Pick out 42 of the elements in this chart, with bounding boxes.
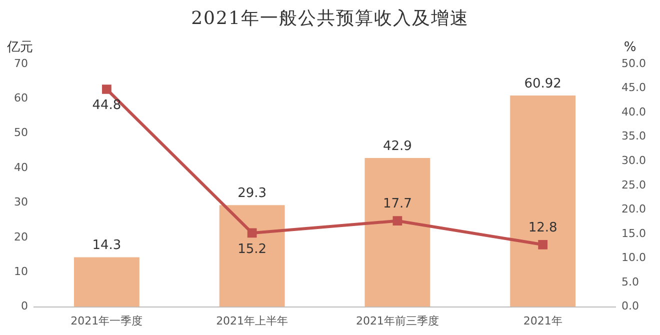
- point: [538, 240, 548, 250]
- chart-title: 2021年一般公共预算收入及增速: [190, 7, 470, 31]
- data-label: 12.8: [528, 220, 558, 236]
- x-tick-label: 2021年一季度: [70, 314, 143, 328]
- y2-tick-label: 15.0: [622, 226, 646, 240]
- y2-tick-label: 40.0: [622, 105, 646, 118]
- data-label: 17.7: [382, 196, 412, 212]
- data-label: 29.3: [238, 186, 267, 202]
- y-tick-label: 70: [14, 56, 28, 70]
- data-label: 42.9: [382, 138, 412, 154]
- y-tick-label: 20: [14, 230, 28, 244]
- y2-axis-title: %: [624, 40, 636, 55]
- y2-tick-label: 35.0: [622, 130, 646, 143]
- bar: [510, 95, 576, 307]
- y-tick-label: 30: [14, 196, 28, 209]
- bar: [364, 158, 430, 307]
- y-tick-label: 60: [14, 92, 28, 105]
- y2-tick-label: 50.0: [622, 56, 646, 70]
- y-tick-label: 0: [20, 300, 28, 313]
- y-tick-label: 40: [14, 160, 28, 174]
- y-tick-label: 10: [14, 264, 28, 278]
- y2-tick-label: 25.0: [622, 178, 646, 192]
- data-label: 44.8: [92, 98, 122, 114]
- bar: [219, 205, 285, 307]
- x-tick-label: 2021年: [523, 314, 562, 328]
- data-label: 14.3: [92, 238, 122, 254]
- point: [392, 216, 402, 226]
- point: [247, 228, 257, 238]
- y2-tick-label: 30.0: [622, 154, 646, 167]
- y-axis-title: 亿元: [6, 40, 33, 55]
- bar: [74, 257, 140, 307]
- y2-tick-label: 45.0: [622, 81, 646, 94]
- x-tick-label: 2021年上半年: [216, 314, 288, 328]
- point: [102, 84, 112, 94]
- y2-tick-label: 5.0: [622, 275, 640, 288]
- y-tick-label: 50: [14, 126, 28, 140]
- x-tick-label: 2021年前三季度: [356, 314, 439, 328]
- y2-tick-label: 20.0: [622, 202, 646, 216]
- data-label: 60.92: [524, 76, 562, 92]
- data-label: 15.2: [238, 242, 267, 257]
- y2-tick-label: 10.0: [622, 251, 646, 264]
- y2-tick-label: 0.0: [622, 300, 640, 313]
